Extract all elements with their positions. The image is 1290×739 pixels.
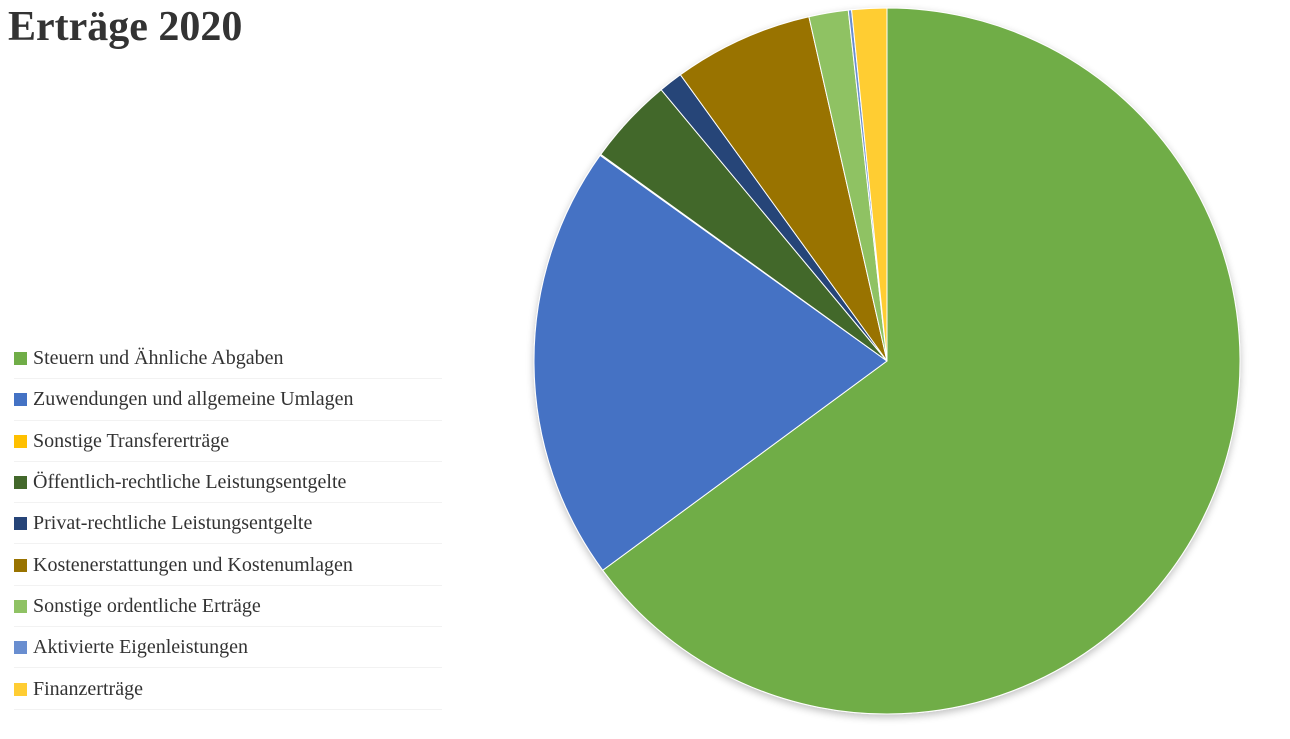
legend-label: Öffentlich-rechtliche Leistungsentgelte xyxy=(33,471,347,494)
legend-label: Zuwendungen und allgemeine Umlagen xyxy=(33,388,354,411)
legend-item: Kostenerstattungen und Kostenumlagen xyxy=(14,544,442,587)
legend-item: Privat-rechtliche Leistungsentgelte xyxy=(14,503,442,545)
legend-swatch xyxy=(14,476,27,490)
legend-swatch xyxy=(14,599,27,613)
legend-label: Kostenerstattungen und Kostenumlagen xyxy=(33,553,353,576)
legend-item: Steuern und Ähnliche Abgaben xyxy=(14,338,442,380)
pie-slices xyxy=(533,7,1241,715)
legend-item: Sonstige Transfererträge xyxy=(14,421,442,463)
pie-slice xyxy=(602,7,1241,715)
legend-swatch xyxy=(14,352,27,366)
legend-item: Zuwendungen und allgemeine Umlagen xyxy=(14,379,442,421)
legend-swatch xyxy=(14,682,27,696)
pie-chart xyxy=(533,7,1241,715)
legend-swatch xyxy=(14,558,27,572)
legend-swatch xyxy=(14,517,27,531)
pie-slice xyxy=(679,16,888,362)
legend-label: Sonstige ordentliche Erträge xyxy=(33,594,261,617)
legend-label: Privat-rechtliche Leistungsentgelte xyxy=(33,512,313,535)
legend-swatch xyxy=(14,393,27,407)
legend-label: Finanzerträge xyxy=(33,677,143,700)
chart-legend: Steuern und Ähnliche Abgaben Zuwendungen … xyxy=(14,338,442,710)
pie-slice xyxy=(851,7,888,362)
legend-label: Aktivierte Eigenleistungen xyxy=(33,636,248,659)
legend-item: Sonstige ordentliche Erträge xyxy=(14,586,442,628)
chart-title: Erträge 2020 xyxy=(8,4,243,50)
legend-swatch xyxy=(14,434,27,448)
legend-swatch xyxy=(14,641,27,655)
legend-item: Öffentlich-rechtliche Leistungsentgelte xyxy=(14,462,442,504)
legend-item: Aktivierte Eigenleistungen xyxy=(14,627,442,669)
legend-item: Finanzerträge xyxy=(14,668,442,710)
pie-slice xyxy=(533,154,888,571)
legend-label: Steuern und Ähnliche Abgaben xyxy=(33,347,284,370)
legend-label: Sonstige Transfererträge xyxy=(33,429,230,452)
